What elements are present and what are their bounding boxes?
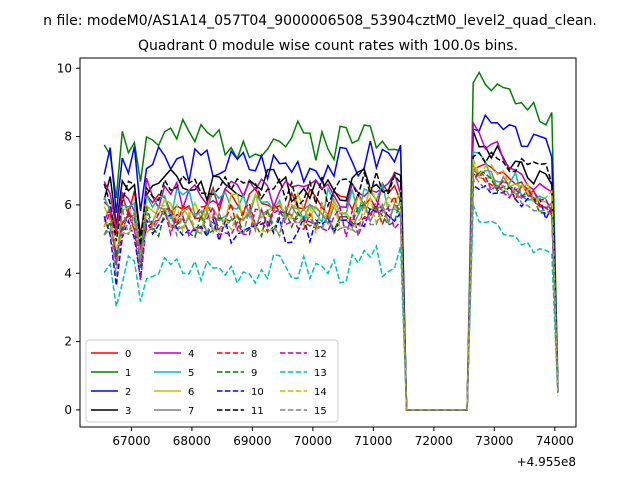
x-tick-label: 71000 bbox=[354, 434, 392, 448]
legend-label-2: 2 bbox=[125, 387, 131, 398]
legend-label-10: 10 bbox=[251, 387, 264, 398]
series-line-2 bbox=[103, 113, 559, 411]
legend-label-4: 4 bbox=[188, 349, 194, 360]
figure-suptitle: n file: modeM0/AS1A14_057T04_9000006508_… bbox=[43, 13, 597, 29]
series-line-4 bbox=[103, 120, 559, 411]
x-tick-label: 73000 bbox=[475, 434, 513, 448]
plot-area bbox=[103, 70, 559, 411]
legend-label-6: 6 bbox=[188, 387, 194, 398]
x-tick-label: 70000 bbox=[294, 434, 332, 448]
x-tick-label: 74000 bbox=[536, 434, 574, 448]
legend-label-11: 11 bbox=[251, 406, 264, 417]
x-tick-label: 69000 bbox=[233, 434, 271, 448]
y-tick-label: 4 bbox=[64, 266, 72, 280]
legend-box bbox=[85, 339, 339, 423]
legend-label-7: 7 bbox=[188, 406, 194, 417]
legend-label-12: 12 bbox=[314, 349, 327, 360]
legend-label-13: 13 bbox=[314, 368, 327, 379]
series-line-13 bbox=[103, 204, 559, 411]
x-tick-label: 68000 bbox=[173, 434, 211, 448]
legend-label-14: 14 bbox=[314, 387, 327, 398]
legend-label-8: 8 bbox=[251, 349, 257, 360]
legend-label-1: 1 bbox=[125, 368, 131, 379]
y-tick-label: 6 bbox=[64, 198, 72, 212]
y-tick-label: 2 bbox=[64, 335, 72, 349]
axis-ticks: 67000 68000 69000 70000 71000 72000 73000 74000… bbox=[57, 61, 574, 448]
legend-label-9: 9 bbox=[251, 368, 257, 379]
y-tick-label: 8 bbox=[64, 130, 72, 144]
series-line-14 bbox=[103, 158, 559, 411]
series-line-0 bbox=[103, 163, 559, 411]
legend-label-0: 0 bbox=[125, 349, 131, 360]
legend-label-3: 3 bbox=[125, 406, 131, 417]
x-tick-label: 72000 bbox=[415, 434, 453, 448]
chart-title: Quadrant 0 module wise count rates with … bbox=[138, 38, 518, 54]
y-tick-label: 10 bbox=[57, 61, 72, 75]
x-tick-label: 67000 bbox=[112, 434, 150, 448]
series-line-1 bbox=[103, 70, 559, 411]
x-offset-label: +4.955e8 bbox=[517, 455, 576, 469]
y-tick-label: 0 bbox=[64, 403, 72, 417]
legend-label-5: 5 bbox=[188, 368, 194, 379]
axes-frame bbox=[79, 57, 577, 428]
series-line-5 bbox=[103, 151, 559, 411]
series-line-11 bbox=[103, 151, 559, 411]
series-line-15 bbox=[103, 172, 559, 411]
legend-label-15: 15 bbox=[314, 406, 327, 417]
